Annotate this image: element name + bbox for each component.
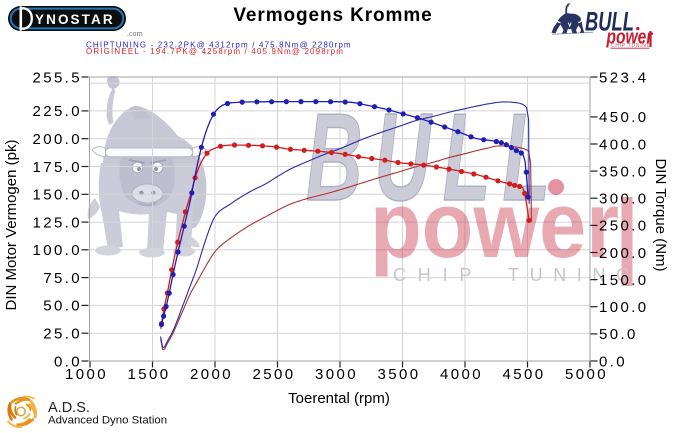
- svg-text:CHIP TUNING: CHIP TUNING: [611, 43, 651, 49]
- svg-text:5000: 5000: [565, 366, 608, 383]
- svg-text:TUNING: TUNING: [508, 265, 641, 285]
- svg-text:150.0: 150.0: [599, 272, 649, 289]
- svg-text:BULL: BULL: [306, 88, 562, 227]
- svg-text:450.0: 450.0: [599, 109, 649, 126]
- svg-text:4500: 4500: [503, 366, 546, 383]
- svg-text:200.0: 200.0: [599, 245, 649, 262]
- svg-text:power: power: [370, 172, 619, 277]
- svg-text:523.4: 523.4: [599, 69, 649, 86]
- svg-text:3000: 3000: [315, 366, 358, 383]
- svg-text:150.0: 150.0: [32, 187, 82, 204]
- svg-text:100.0: 100.0: [32, 242, 82, 259]
- svg-text:2500: 2500: [253, 366, 296, 383]
- svg-text:0.0: 0.0: [599, 353, 627, 370]
- svg-text:50.0: 50.0: [43, 298, 82, 315]
- svg-text:225.0: 225.0: [32, 103, 82, 120]
- svg-text:0.0: 0.0: [54, 353, 82, 370]
- svg-text:125.0: 125.0: [32, 214, 82, 231]
- svg-text:400.0: 400.0: [599, 136, 649, 153]
- svg-text:1500: 1500: [128, 366, 171, 383]
- svg-text:A.D.S.: A.D.S.: [48, 400, 90, 416]
- svg-text:1000: 1000: [65, 366, 108, 383]
- svg-text:YNOSTAR: YNOSTAR: [35, 12, 115, 27]
- svg-text:200.0: 200.0: [32, 131, 82, 148]
- svg-text:300.0: 300.0: [599, 191, 649, 208]
- svg-text:350.0: 350.0: [599, 163, 649, 180]
- svg-text:255.5: 255.5: [32, 69, 82, 86]
- svg-text:175.0: 175.0: [32, 159, 82, 176]
- svg-text:CHIPTUNING - 232.2PK@ 4312rpm: CHIPTUNING - 232.2PK@ 4312rpm / 475.8Nm@…: [86, 40, 352, 49]
- svg-text:ORIGINEEL - 194.7PK@ 4258rpm: ORIGINEEL - 194.7PK@ 4258rpm / 405.9Nm@ …: [86, 47, 344, 56]
- svg-text:.com: .com: [127, 29, 144, 38]
- svg-text:2000: 2000: [190, 366, 233, 383]
- svg-text:4000: 4000: [440, 366, 483, 383]
- svg-text:250.0: 250.0: [599, 218, 649, 235]
- svg-text:Toerental (rpm): Toerental (rpm): [288, 390, 390, 407]
- svg-text:power: power: [606, 26, 654, 48]
- svg-text:100.0: 100.0: [599, 299, 649, 316]
- svg-text:75.0: 75.0: [43, 270, 82, 287]
- svg-text:DIN Motor Vermogen (pk): DIN Motor Vermogen (pk): [3, 140, 20, 311]
- svg-text:CHIP: CHIP: [393, 265, 483, 285]
- svg-text:DIN Torque (Nm): DIN Torque (Nm): [652, 158, 669, 271]
- svg-text:BULL: BULL: [585, 6, 634, 36]
- svg-text:25.0: 25.0: [43, 326, 82, 343]
- svg-text:Vermogens Kromme: Vermogens Kromme: [233, 5, 432, 26]
- svg-text:50.0: 50.0: [599, 326, 638, 343]
- svg-text:Advanced Dyno Station: Advanced Dyno Station: [48, 415, 167, 427]
- svg-text:3500: 3500: [378, 366, 421, 383]
